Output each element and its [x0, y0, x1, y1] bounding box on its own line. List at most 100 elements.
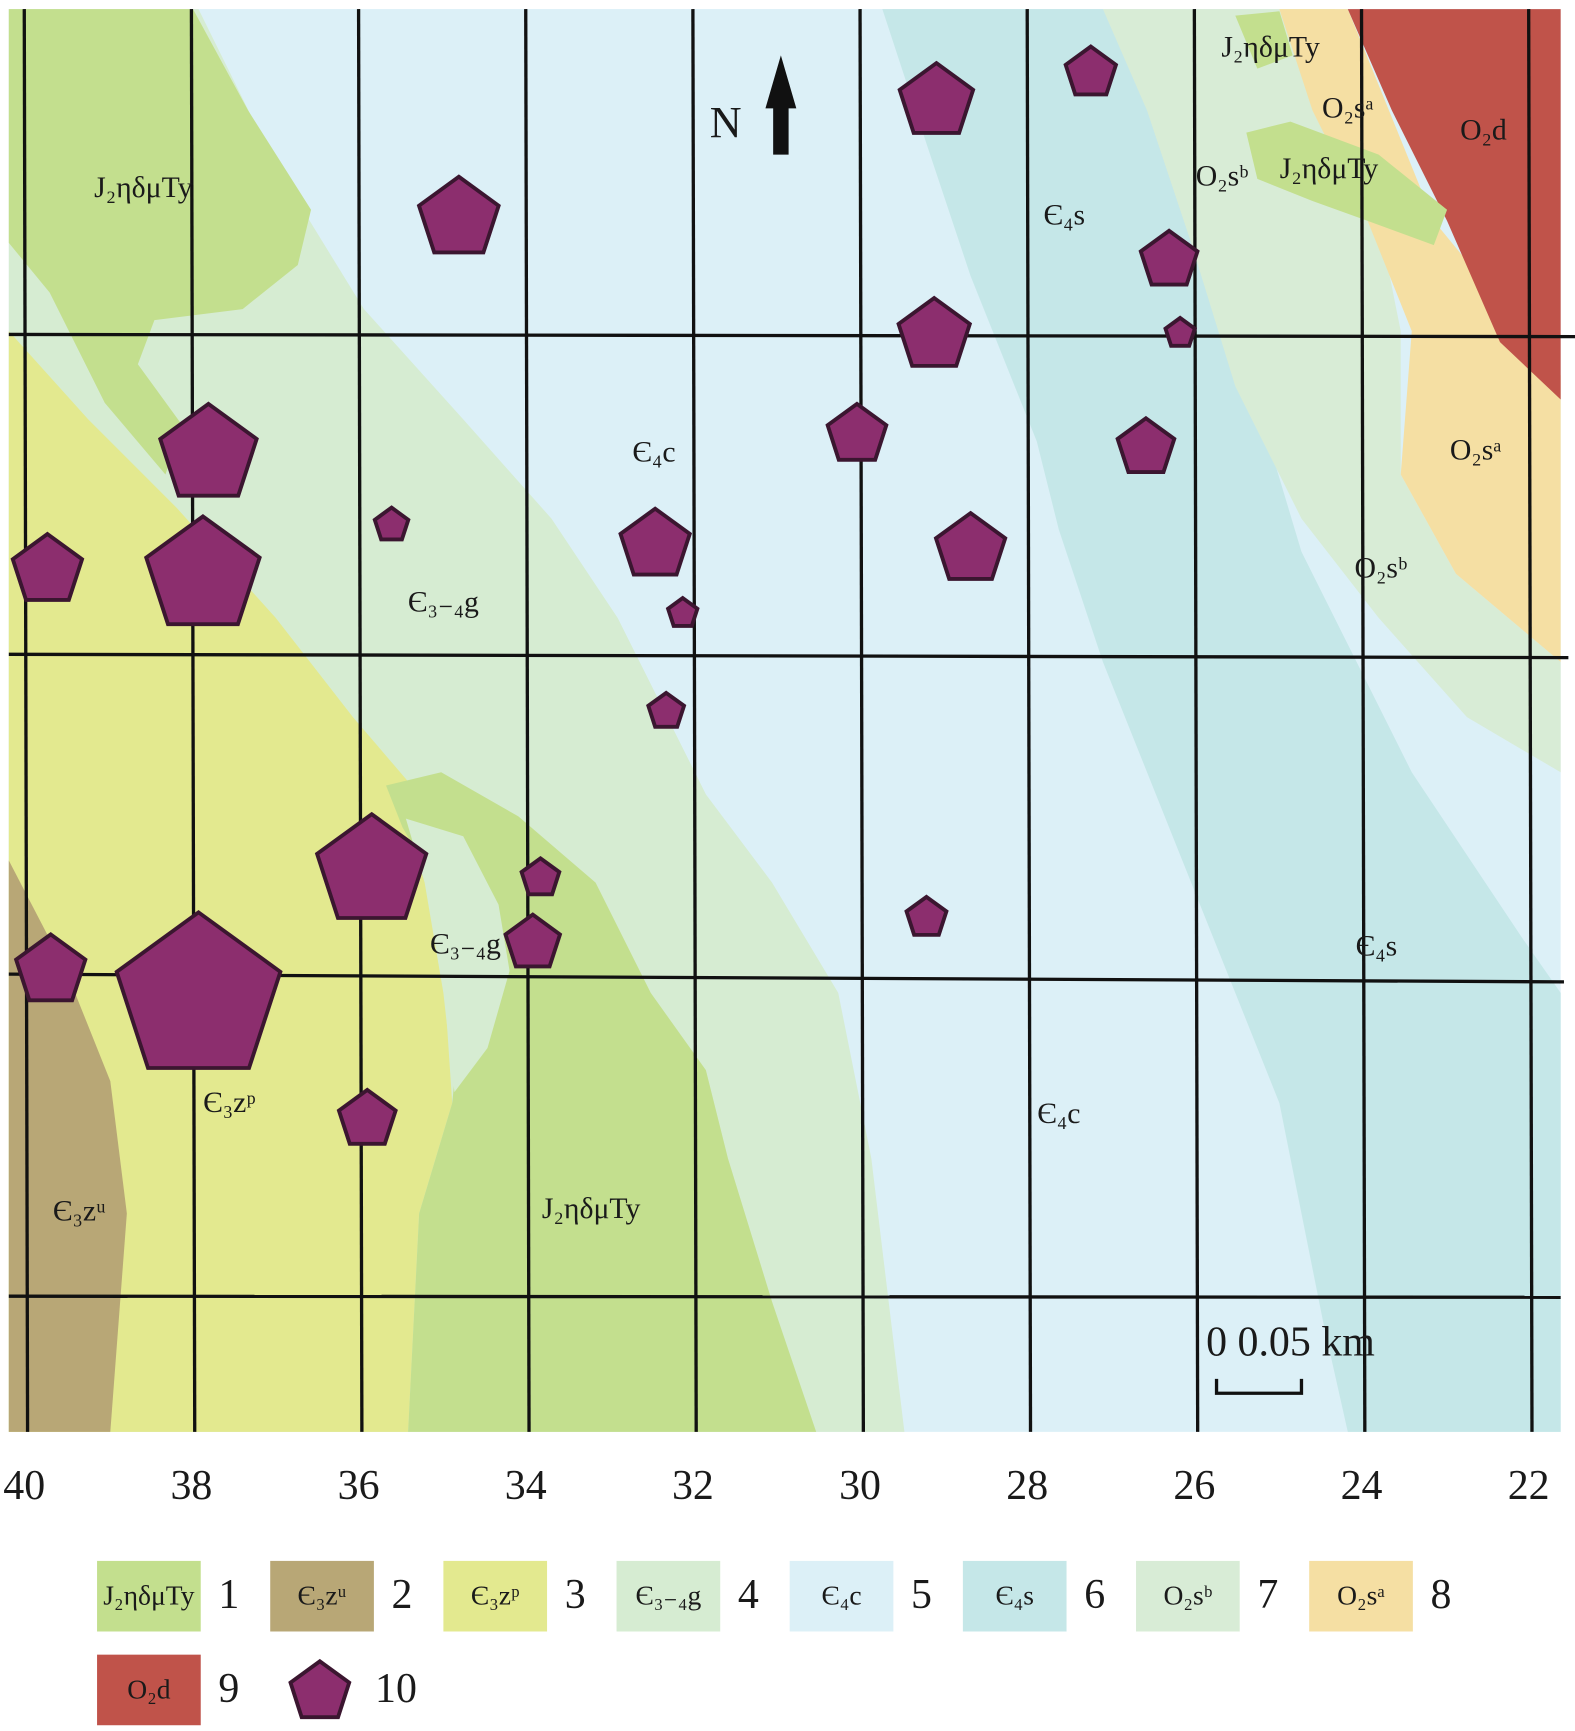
legend-swatch: [789, 1560, 894, 1632]
ore-body: [665, 595, 700, 628]
scale-end: 0.05 km: [1238, 1319, 1375, 1365]
legend-ore-body: [288, 1658, 352, 1720]
region-e4s: [882, 9, 1561, 1432]
x-tick-label: 32: [672, 1463, 714, 1509]
ore-body: [1163, 315, 1198, 348]
ore-body: [825, 401, 889, 462]
map-label: J₂ηδμTy: [1221, 31, 1320, 64]
legend-number: 5: [911, 1572, 932, 1618]
grid-line-vertical: [524, 9, 531, 1432]
grid-line-horizontal: [8, 1294, 1561, 1299]
x-tick-label: 30: [839, 1463, 881, 1509]
ore-body: [897, 60, 976, 135]
grid-line-vertical: [356, 9, 364, 1432]
north-label: N: [710, 98, 742, 147]
map-label: Є₄c: [632, 435, 675, 468]
legend-swatch-label: O₂d: [127, 1673, 171, 1704]
legend-number: 1: [218, 1572, 239, 1618]
ore-body: [13, 932, 88, 1003]
ore-body: [336, 1087, 398, 1146]
legend-swatch-label: J₂ηδμTy: [103, 1580, 194, 1611]
map-label: O₂sᵃ: [1450, 433, 1502, 466]
ore-body: [1063, 44, 1119, 97]
legend-number: 2: [392, 1572, 413, 1618]
legend-swatch-label: O₂sᵃ: [1337, 1580, 1385, 1611]
legend-swatch: [97, 1654, 201, 1726]
legend-swatch-label: O₂sᵇ: [1163, 1580, 1212, 1611]
ore-body: [896, 295, 973, 368]
grid-line-horizontal: [8, 332, 1575, 339]
legend-swatch-label: Є₃zᵘ: [298, 1580, 347, 1611]
x-tick-label: 38: [170, 1463, 212, 1509]
ore-body: [114, 909, 283, 1070]
map-label: Є₃₋₄g: [408, 585, 479, 618]
ore-body: [1138, 228, 1200, 287]
ore-body: [10, 531, 85, 602]
map-label: J₂ηδμTy: [542, 1192, 641, 1225]
grid-line-vertical: [1025, 9, 1033, 1432]
legend-number: 10: [375, 1666, 417, 1712]
map-label: Є₄c: [1037, 1097, 1080, 1130]
map-label: J₂ηδμTy: [94, 171, 193, 204]
legend-swatch: [1136, 1560, 1240, 1632]
grid-line-vertical: [858, 9, 866, 1432]
legend-swatch-label: Є₄c: [822, 1580, 862, 1611]
grid-line-vertical: [189, 9, 197, 1432]
ore-body: [416, 174, 501, 255]
legend-swatch: [616, 1560, 721, 1632]
legend-swatch-label: Є₃₋₄g: [636, 1580, 702, 1611]
x-tick-label: 28: [1006, 1463, 1048, 1509]
map-label: Є₄s: [1356, 930, 1398, 963]
x-tick-label: 22: [1508, 1463, 1550, 1509]
ore-body: [314, 811, 429, 920]
ore-body: [618, 506, 693, 577]
legend-number: 8: [1431, 1572, 1452, 1618]
scale-start: 0: [1206, 1319, 1227, 1365]
x-tick-label: 36: [338, 1463, 380, 1509]
grid-line-vertical: [22, 9, 30, 1432]
north-arrow: [765, 55, 797, 155]
scale-bar: [1214, 1378, 1304, 1395]
region-o2sb: [1102, 9, 1561, 773]
grid-line-vertical: [1359, 9, 1367, 1432]
region-j2-small-b: [1246, 121, 1448, 246]
legend-number: 7: [1257, 1572, 1278, 1618]
ore-body: [519, 855, 562, 897]
ore-body: [933, 510, 1008, 581]
map-label: Є₃zᵘ: [53, 1194, 106, 1227]
map-body: [8, 9, 1575, 1432]
map-label: O₂sᵃ: [1322, 91, 1374, 124]
legend-swatch: [1309, 1560, 1413, 1632]
legend-swatch-label: Є₃zᵖ: [471, 1580, 520, 1611]
legend-number: 9: [218, 1666, 239, 1712]
grid-line-horizontal: [8, 652, 1569, 660]
x-tick-label: 24: [1341, 1463, 1383, 1509]
ore-body: [904, 894, 949, 937]
ore-body: [646, 690, 687, 729]
grid-line-vertical: [1527, 9, 1534, 1432]
legend-number: 6: [1084, 1572, 1105, 1618]
map-label: Є₃zᵖ: [203, 1086, 256, 1119]
region-e34g-inlier: [405, 818, 510, 1093]
legend-number: 4: [738, 1572, 759, 1618]
region-j2-small-a: [1235, 11, 1293, 69]
legend-swatch-label: Є₄s: [995, 1580, 1034, 1611]
region-j2-top-left: [8, 9, 312, 475]
grid-line-vertical: [691, 9, 698, 1432]
ore-body: [143, 514, 262, 627]
ore-body: [1115, 415, 1177, 475]
map-label: Є₄s: [1044, 198, 1086, 231]
map-label: O₂sᵇ: [1355, 551, 1408, 584]
legend-swatch: [443, 1560, 548, 1632]
region-e3zu: [8, 860, 127, 1432]
legend-number: 3: [565, 1572, 586, 1618]
map-label: Є₃₋₄g: [430, 927, 501, 960]
ore-body: [503, 912, 563, 969]
legend-swatch: [962, 1560, 1067, 1632]
x-tick-label: 40: [3, 1463, 45, 1509]
x-tick-label: 34: [505, 1463, 547, 1509]
grid-line-vertical: [1192, 9, 1200, 1432]
region-o2d: [1347, 9, 1561, 400]
